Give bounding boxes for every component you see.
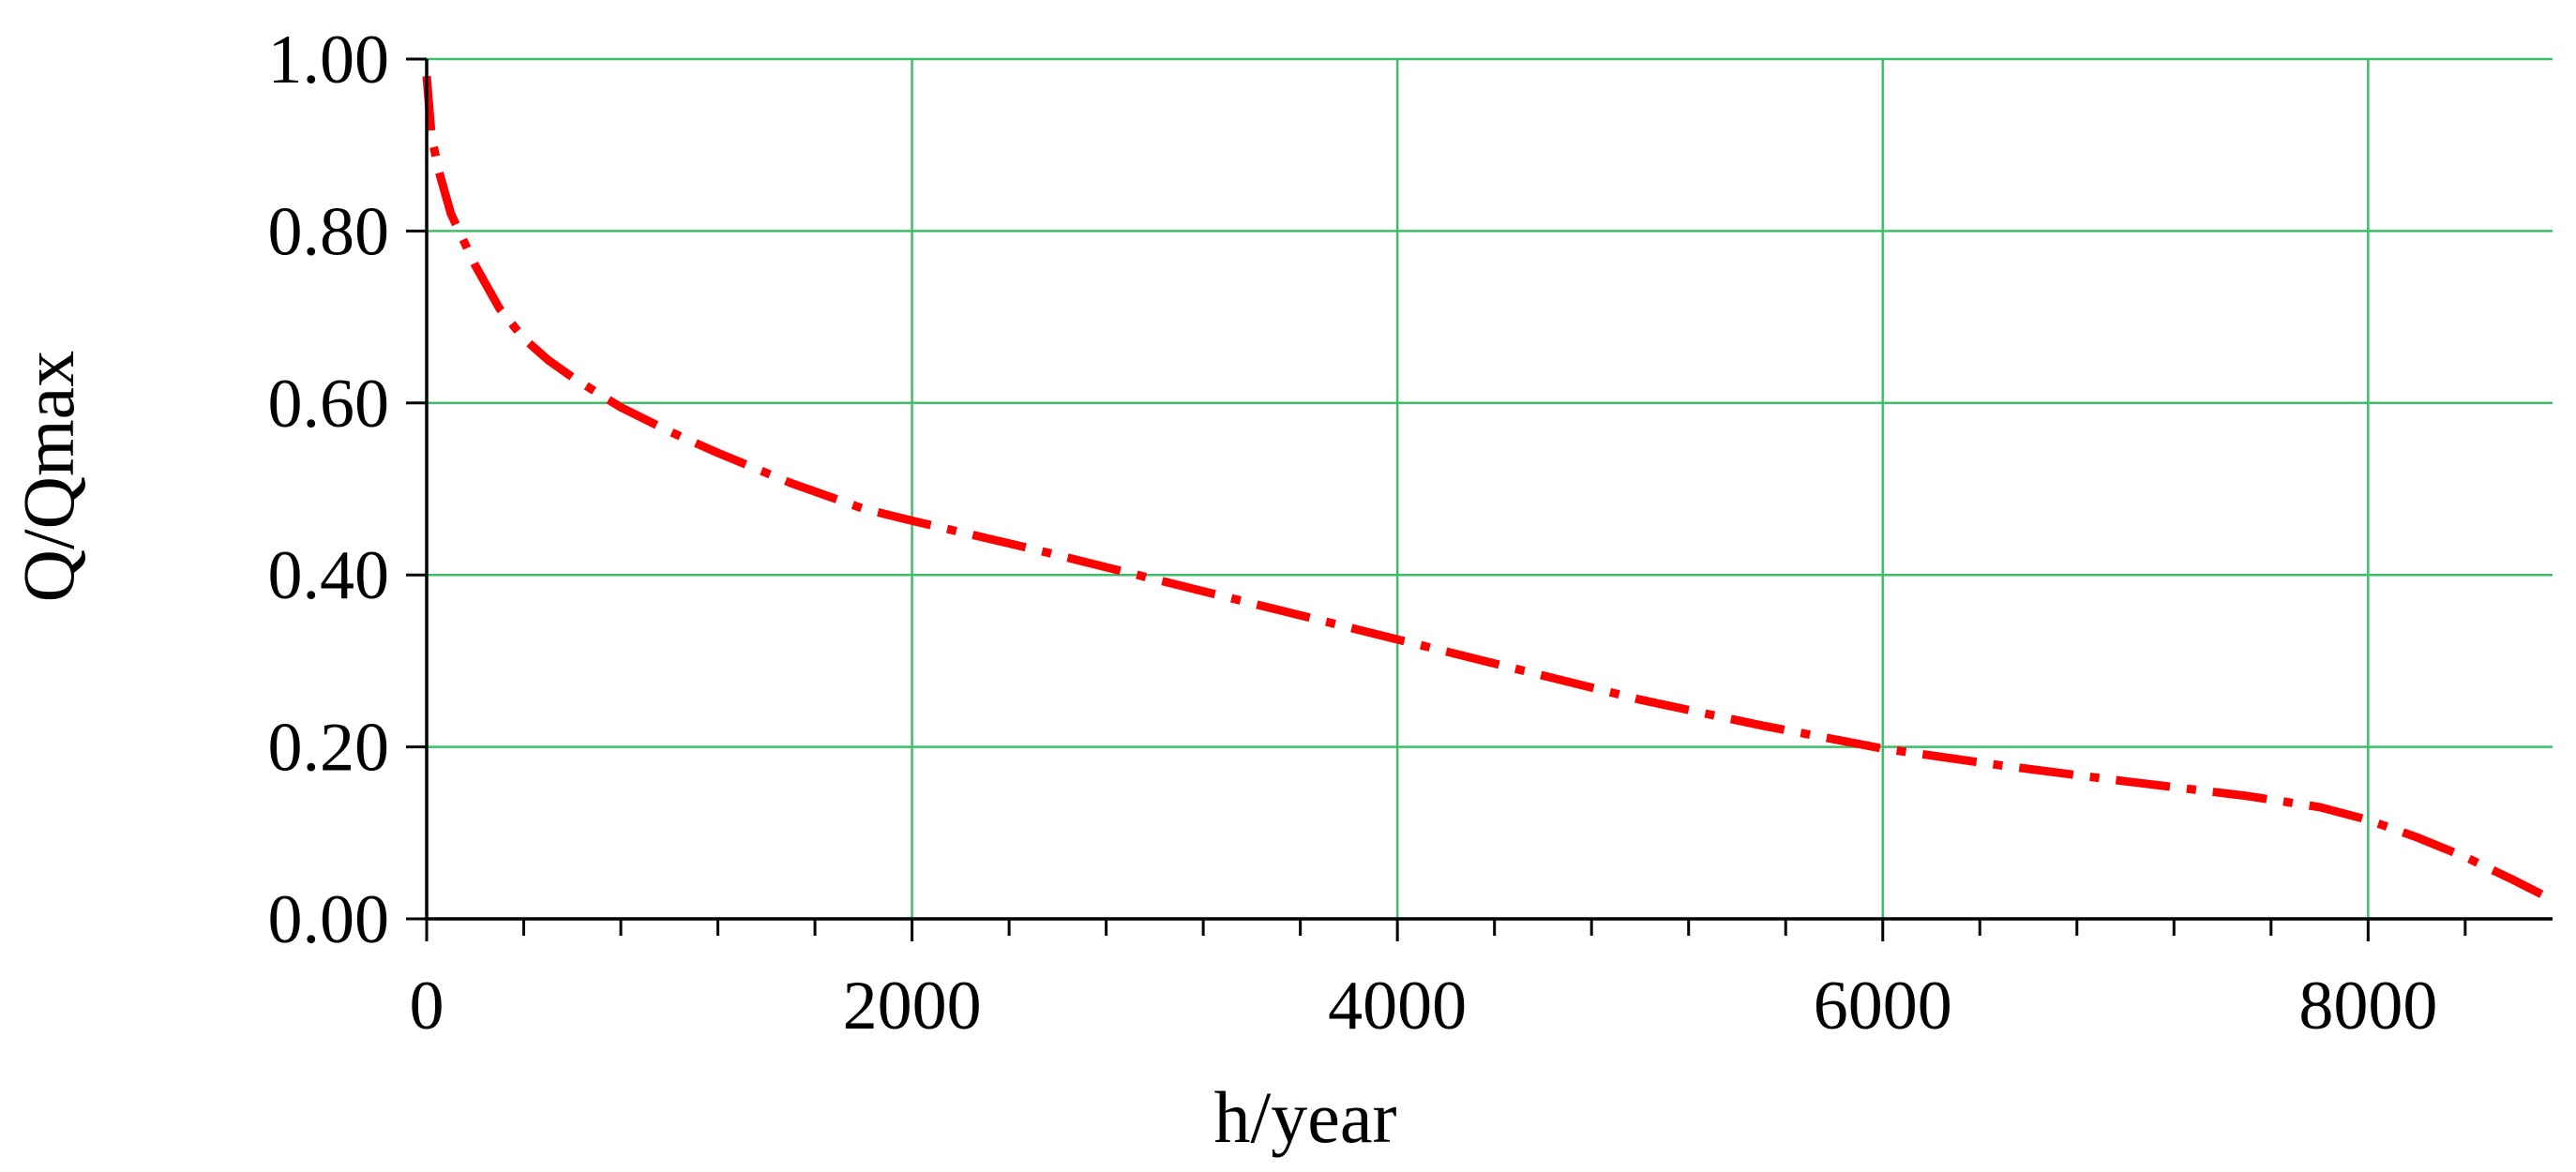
x-axis-label: h/year [1214, 1076, 1397, 1158]
y-tick-label: 0.60 [268, 366, 390, 443]
y-tick-label: 0.40 [268, 537, 390, 614]
axes [406, 57, 2553, 941]
y-axis-label: Q/Qmax [8, 351, 89, 603]
tick-labels: 0.00 0.20 0.40 0.60 0.80 1.00 0 2000 4000 6000 800… [268, 22, 2438, 1044]
x-tick-label: 6000 [1814, 968, 1952, 1044]
y-tick-label: 0.80 [268, 193, 390, 270]
x-tick-label: 0 [410, 968, 444, 1044]
plot-area [427, 59, 2553, 919]
y-tick-label: 0.00 [268, 881, 390, 958]
series-layer [422, 75, 2555, 904]
gridlines [427, 57, 2553, 919]
x-tick-label: 2000 [843, 968, 982, 1044]
y-tick-label: 0.20 [268, 710, 390, 787]
y-tick-label: 1.00 [268, 22, 390, 98]
x-tick-label: 4000 [1328, 968, 1467, 1044]
x-tick-label: 8000 [2298, 968, 2437, 1044]
series-line [422, 75, 2555, 904]
